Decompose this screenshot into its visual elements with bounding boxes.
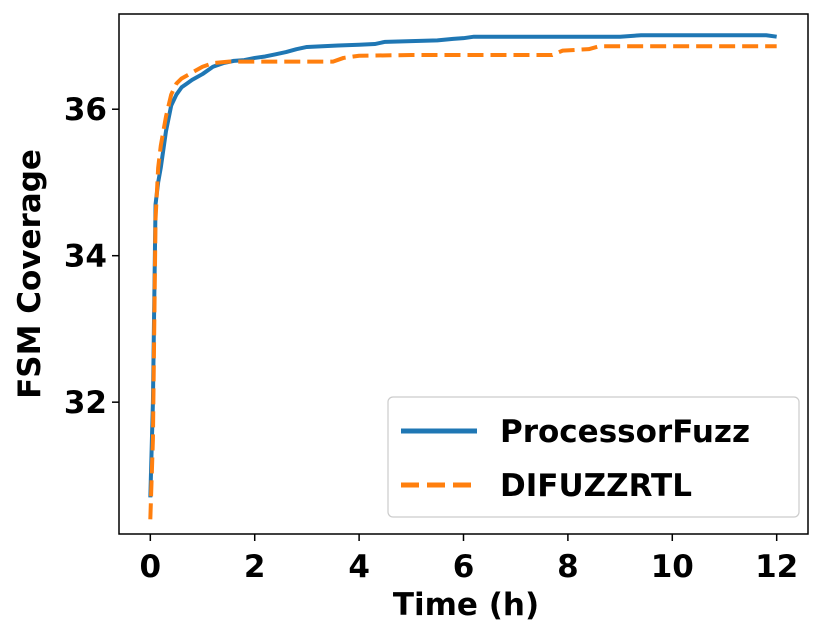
x-tick-label: 4 <box>348 549 370 585</box>
legend-box <box>387 396 800 518</box>
y-tick-label: 32 <box>64 385 107 421</box>
series-layer <box>148 33 777 520</box>
legend-label-difuzzrtl: DIFUZZRTL <box>500 468 692 504</box>
y-axis: 32 34 36 <box>64 92 119 421</box>
x-tick-label: 0 <box>140 549 162 585</box>
series-line-processorfuzz <box>148 33 777 498</box>
legend: ProcessorFuzz DIFUZZRTL <box>387 396 800 518</box>
x-tick-label: 10 <box>651 549 694 585</box>
x-tick-label: 12 <box>755 549 798 585</box>
x-axis-title: Time (h) <box>393 587 539 623</box>
y-tick-label: 36 <box>64 92 107 128</box>
x-tick-label: 2 <box>244 549 266 585</box>
x-tick-label: 8 <box>557 549 579 585</box>
legend-label-processorfuzz: ProcessorFuzz <box>500 414 750 450</box>
y-tick-label: 34 <box>64 239 107 275</box>
x-tick-label: 6 <box>453 549 475 585</box>
series-line-difuzzrtl <box>148 44 777 520</box>
x-axis: 0 2 4 6 8 10 12 <box>140 534 798 585</box>
y-axis-title: FSM Coverage <box>12 149 48 399</box>
